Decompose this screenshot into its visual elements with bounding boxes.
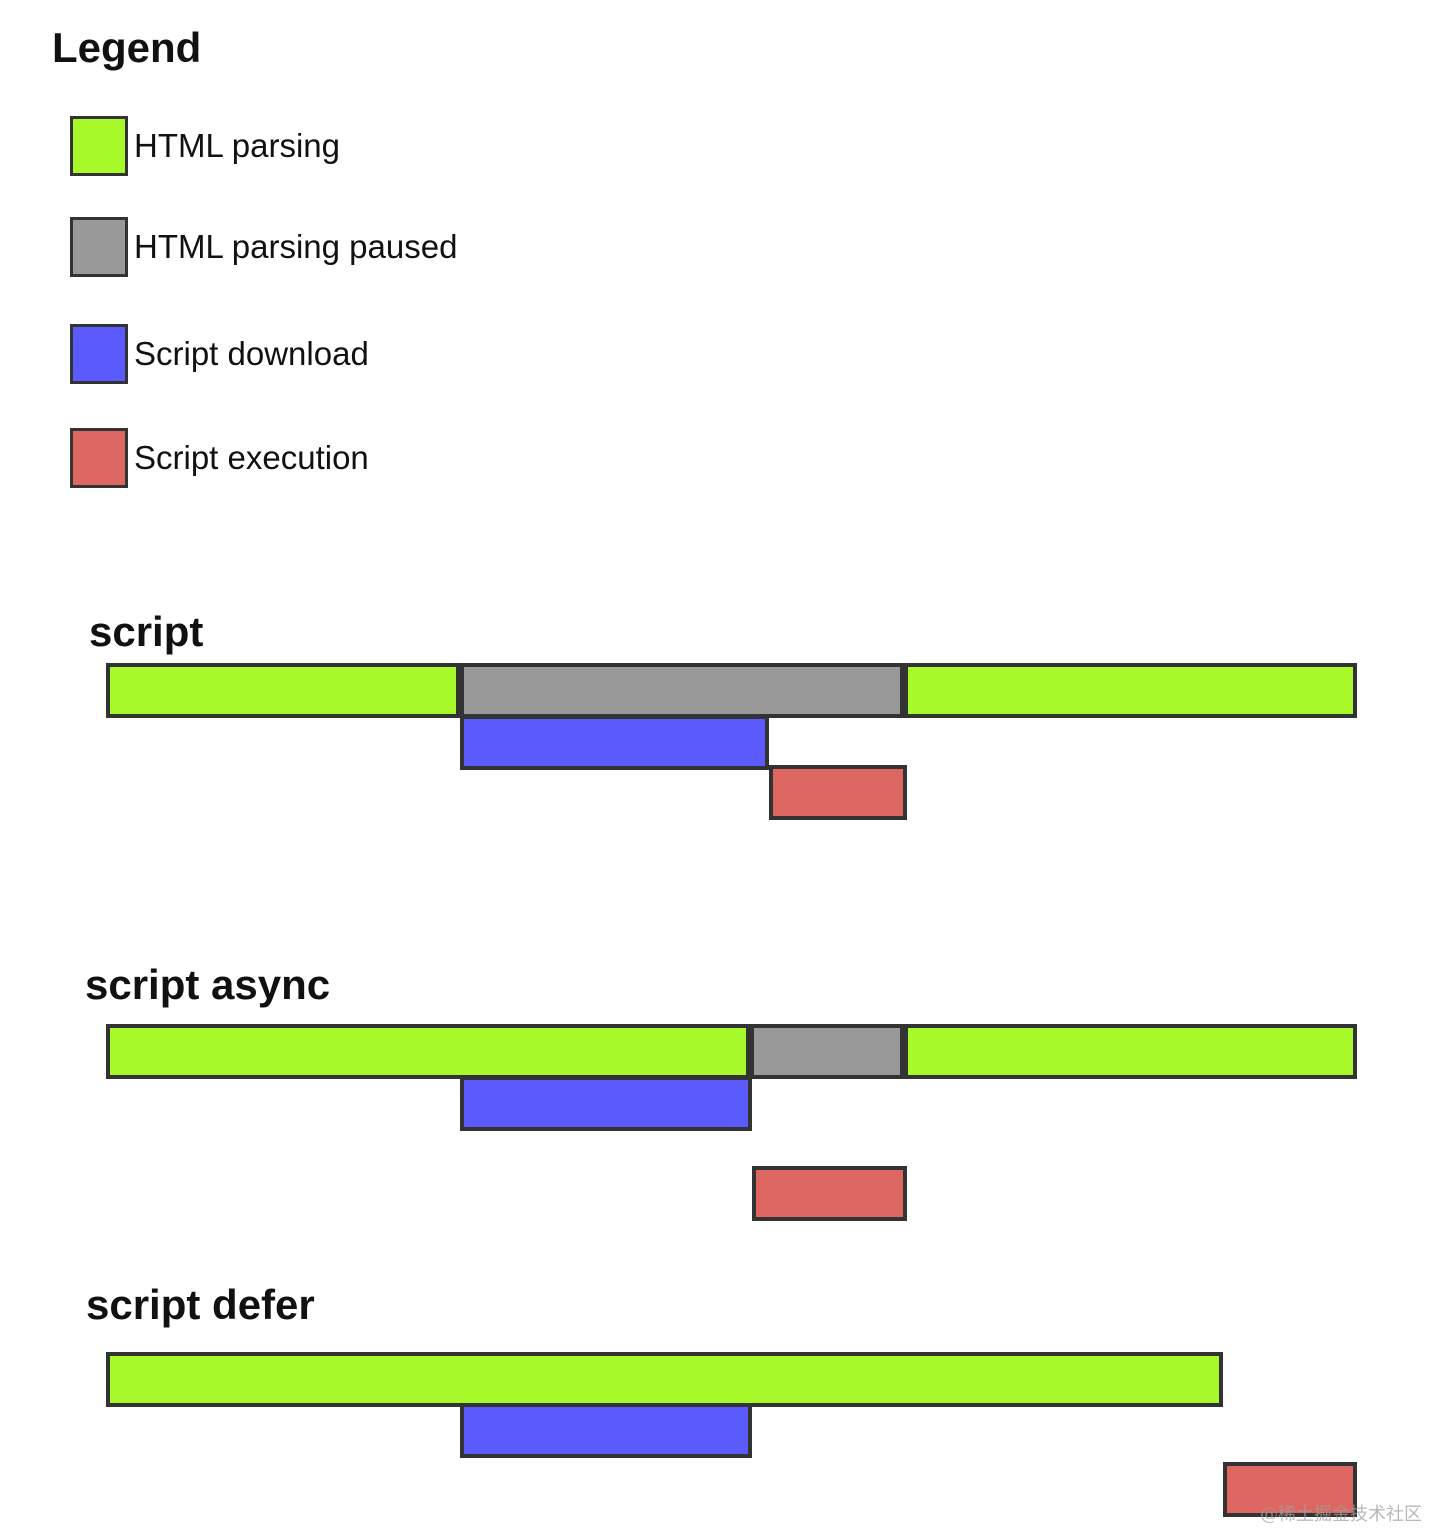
timeline-bar-execution	[769, 765, 907, 820]
blue-swatch-icon	[70, 324, 128, 384]
section-title-script-defer: script defer	[86, 1281, 315, 1328]
legend-item-html-parsing: HTML parsing	[70, 116, 340, 176]
timeline-bar-execution	[751, 1166, 907, 1221]
red-swatch-icon	[70, 428, 128, 488]
timeline-bar-parsing	[904, 1024, 1357, 1079]
section-title-script: script	[89, 608, 204, 655]
section-title-script-async: script async	[85, 961, 331, 1008]
timeline-bar-parsing	[106, 1352, 1224, 1407]
legend-item-script-download: Script download	[70, 324, 369, 384]
legend-label-script-execution: Script execution	[134, 439, 369, 476]
legend-item-html-parsing-paused: HTML parsing paused	[70, 217, 457, 277]
legend-item-script-execution: Script execution	[70, 428, 369, 488]
gray-swatch-icon	[70, 217, 128, 277]
watermark: @稀土掘金技术社区	[1260, 1504, 1422, 1525]
timeline-bar-download	[460, 1403, 752, 1458]
timeline-bar-download	[460, 1076, 752, 1131]
timeline-bar-paused	[460, 663, 905, 718]
timeline-bar-parsing	[904, 663, 1357, 718]
legend-label-html-parsing-paused: HTML parsing paused	[134, 228, 458, 265]
legend-label-html-parsing: HTML parsing	[134, 127, 341, 164]
timeline-bar-paused	[750, 1024, 905, 1079]
timeline-bar-parsing	[106, 1024, 751, 1079]
timeline-bar-execution	[1223, 1462, 1357, 1517]
green-swatch-icon	[70, 116, 128, 176]
legend-title: Legend	[52, 24, 202, 71]
timeline-bar-parsing	[106, 663, 461, 718]
legend-label-script-download: Script download	[134, 335, 369, 372]
timeline-bar-download	[460, 715, 770, 770]
